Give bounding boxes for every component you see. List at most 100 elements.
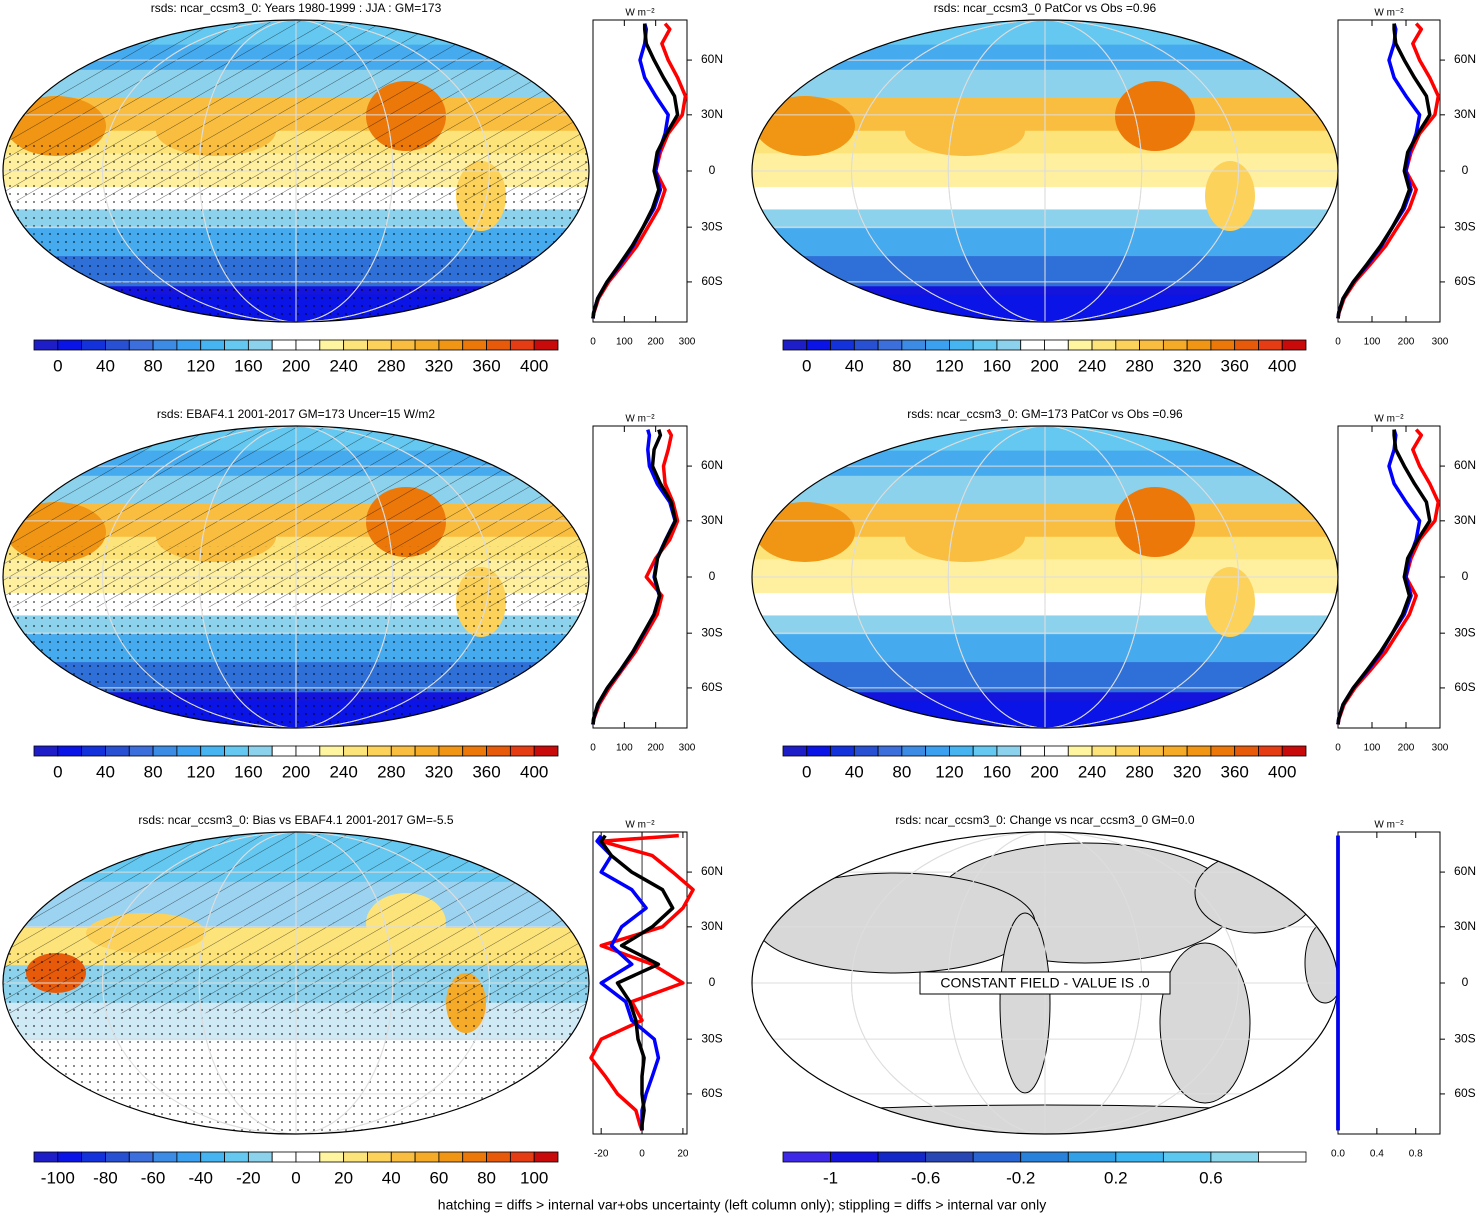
meridian — [198, 426, 394, 728]
colorbar-label: 0 — [53, 356, 62, 375]
colorbar-box — [877, 1151, 927, 1163]
meridian — [851, 20, 1239, 322]
x-tick-label: 0 — [590, 743, 596, 754]
y-tick-label: 0 — [709, 975, 716, 989]
colorbar-label: 240 — [1078, 762, 1106, 781]
colorbar-label: 120 — [187, 356, 215, 375]
colorbar-box — [853, 745, 879, 757]
colorbar-label: 0 — [291, 1168, 300, 1187]
zonal-frame — [1337, 831, 1441, 1135]
colorbar-label: 160 — [983, 762, 1011, 781]
colorbar-box — [33, 1151, 59, 1163]
map-patch — [755, 96, 855, 156]
colorbar-label: 80 — [477, 1168, 496, 1187]
colorbar-box — [1258, 1151, 1307, 1163]
colorbar-box — [105, 339, 130, 351]
colorbar-label: 320 — [425, 356, 453, 375]
colorbar-label: 0 — [802, 762, 811, 781]
colorbar-label: 320 — [425, 762, 453, 781]
colorbar-box — [1091, 339, 1117, 351]
y-tick-label: 60S — [1454, 680, 1475, 694]
map-border — [2, 19, 590, 323]
y-tick-label: 60N — [1454, 458, 1476, 472]
zonal-line — [589, 833, 695, 1131]
map-patch — [905, 106, 1025, 156]
y-tick-label: 30N — [701, 107, 723, 121]
colorbar-box — [224, 745, 249, 757]
colorbar-box — [247, 745, 273, 757]
y-tick-label: 60S — [1454, 1086, 1475, 1100]
colorbar-label: 400 — [1268, 356, 1296, 375]
colorbar-box — [414, 339, 440, 351]
colorbar-box — [57, 339, 83, 351]
y-tick-label: 60N — [1454, 864, 1476, 878]
x-tick-label: 300 — [1432, 743, 1449, 754]
map-patch — [755, 502, 855, 562]
colorbar-box — [1115, 339, 1140, 351]
colorbar-box — [486, 339, 511, 351]
x-tick-label: 0 — [1335, 337, 1341, 348]
colorbar-label: 320 — [1173, 762, 1201, 781]
colorbar-box — [152, 1151, 178, 1163]
colorbar-box — [176, 1151, 202, 1163]
x-tick-label: 0 — [639, 1149, 645, 1160]
colorbar-box — [295, 1151, 321, 1163]
colorbar-box — [1139, 745, 1164, 757]
colorbar-box — [1210, 745, 1236, 757]
colorbar-box — [486, 1151, 511, 1163]
colorbar-box — [462, 1151, 487, 1163]
colorbar-box — [1067, 745, 1093, 757]
y-tick-label: 60N — [701, 864, 723, 878]
colorbar-label: 160 — [983, 356, 1011, 375]
colorbar-box — [806, 745, 831, 757]
colorbar-label: 240 — [1078, 356, 1106, 375]
colorbar-box — [319, 745, 345, 757]
note: CONSTANT FIELD - VALUE IS .0 — [940, 975, 1149, 991]
colorbar-label: 40 — [845, 356, 864, 375]
x-tick-label: 200 — [647, 337, 664, 348]
colorbar-box — [33, 745, 59, 757]
colorbar-box — [877, 745, 903, 757]
colorbar-box — [1044, 745, 1069, 757]
colorbar-label: 80 — [892, 356, 911, 375]
y-tick-label: 60S — [701, 1086, 722, 1100]
colorbar-label: -60 — [141, 1168, 166, 1187]
colorbar-box — [271, 339, 297, 351]
colorbar-box — [509, 745, 535, 757]
colorbar-box — [57, 745, 83, 757]
colorbar-label: 40 — [845, 762, 864, 781]
colorbar-label: 320 — [1173, 356, 1201, 375]
x-tick-label: 0.8 — [1409, 1149, 1423, 1160]
colorbar-box — [128, 1151, 154, 1163]
colorbar-box — [438, 745, 464, 757]
colorbar-box — [830, 339, 855, 351]
colorbar-box — [533, 1151, 559, 1163]
y-tick-label: 0 — [1462, 163, 1469, 177]
colorbar-box — [782, 1151, 831, 1163]
colorbar-label: -40 — [188, 1168, 213, 1187]
colorbar-box — [925, 339, 950, 351]
x-tick-label: 20 — [677, 1149, 689, 1160]
zonal-line — [1336, 428, 1441, 725]
colorbar-box — [81, 339, 106, 351]
colorbar-box — [81, 1151, 106, 1163]
x-tick-label: 0.0 — [1331, 1149, 1345, 1160]
colorbar-label: 80 — [144, 356, 163, 375]
colorbar-box — [877, 339, 903, 351]
y-tick-label: 60S — [1454, 274, 1475, 288]
colorbar-label: -20 — [236, 1168, 261, 1187]
colorbar-label: 360 — [1220, 356, 1248, 375]
colorbar-box — [1020, 339, 1045, 351]
colorbar-label: 200 — [282, 762, 310, 781]
colorbar-box — [462, 745, 487, 757]
colorbar-box — [438, 339, 464, 351]
y-tick-label: 30N — [1454, 919, 1476, 933]
panel: rsds: ncar_ccsm3_0: Years 1980-1999 : JJ… — [2, 1, 723, 375]
colorbar-box — [901, 339, 927, 351]
colorbar-box — [949, 339, 974, 351]
panel: rsds: EBAF4.1 2001-2017 GM=173 Uncer=15 … — [2, 407, 723, 781]
colorbar-label: 400 — [520, 356, 548, 375]
colorbar-box — [390, 339, 416, 351]
colorbar-box — [972, 1151, 1022, 1163]
